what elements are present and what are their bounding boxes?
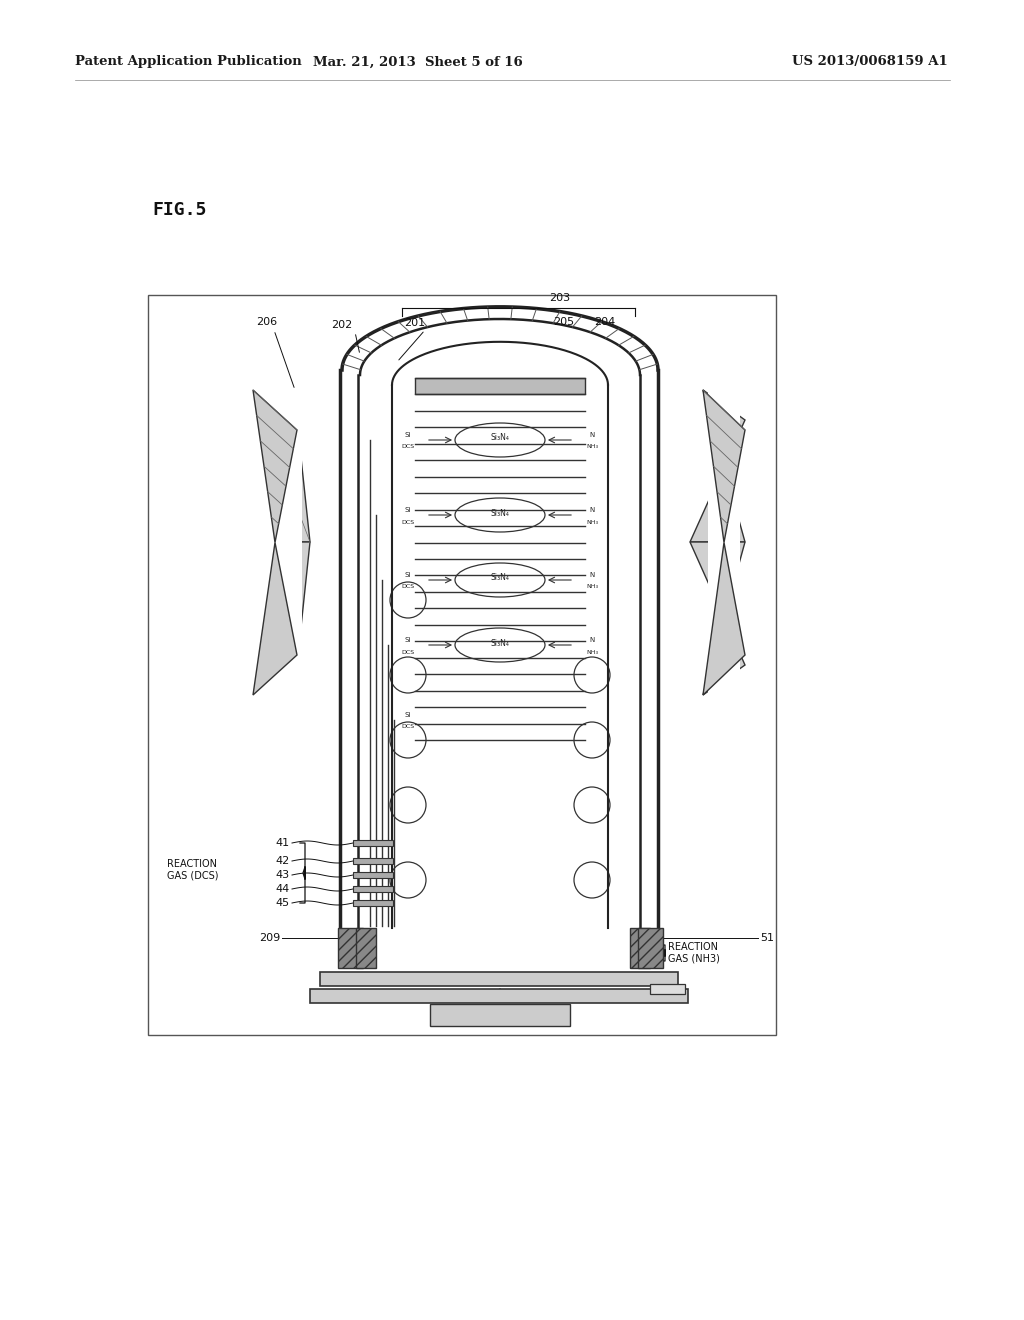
Text: 42: 42 [275,855,290,866]
Text: DCS: DCS [401,649,415,655]
Text: NH₃: NH₃ [586,520,598,524]
Text: 202: 202 [332,319,352,330]
Text: US 2013/0068159 A1: US 2013/0068159 A1 [793,55,948,69]
Polygon shape [690,389,745,543]
Text: Si: Si [404,711,412,718]
Bar [650,983,685,994]
Text: Mar. 21, 2013  Sheet 5 of 16: Mar. 21, 2013 Sheet 5 of 16 [313,55,523,69]
Text: Si₃N₄: Si₃N₄ [490,639,509,648]
Circle shape [390,582,426,618]
Text: 44: 44 [275,884,290,894]
Text: 41: 41 [275,838,290,847]
Polygon shape [253,543,297,696]
Polygon shape [253,543,310,696]
Text: N: N [590,432,595,438]
Bar [353,858,393,865]
Text: Si: Si [404,432,412,438]
Text: 203: 203 [550,293,570,304]
Ellipse shape [455,628,545,663]
Text: Si₃N₄: Si₃N₄ [490,508,509,517]
Bar [430,1005,570,1026]
Polygon shape [708,385,740,700]
Circle shape [390,862,426,898]
Polygon shape [703,543,745,696]
Circle shape [574,722,610,758]
Polygon shape [253,389,310,543]
Text: Si₃N₄: Si₃N₄ [490,433,509,442]
Circle shape [390,657,426,693]
Bar [356,928,376,968]
Text: Si: Si [404,638,412,643]
Text: DCS: DCS [401,585,415,590]
Ellipse shape [455,422,545,457]
Bar [353,873,393,878]
Bar [338,928,362,968]
Ellipse shape [455,498,545,532]
Circle shape [390,787,426,822]
Bar [319,972,678,986]
Text: FIG.5: FIG.5 [152,201,207,219]
Text: DCS: DCS [401,445,415,450]
Text: REACTION
GAS (DCS): REACTION GAS (DCS) [167,859,219,880]
Bar [638,928,663,968]
Text: 50: 50 [648,948,662,958]
Text: 209: 209 [259,933,280,942]
Bar [353,886,393,892]
Ellipse shape [455,564,545,597]
Polygon shape [690,543,745,696]
Text: 201: 201 [404,318,426,327]
Text: N: N [590,638,595,643]
Text: 204: 204 [594,317,615,327]
Text: NH₃: NH₃ [586,445,598,450]
Bar [630,928,650,968]
Circle shape [574,787,610,822]
Text: NH₃: NH₃ [586,649,598,655]
Polygon shape [703,389,745,543]
Text: Si: Si [404,507,412,513]
Text: REACTION
GAS (NH3): REACTION GAS (NH3) [668,942,720,964]
Bar [415,378,585,393]
Text: 45: 45 [275,898,290,908]
Text: Patent Application Publication: Patent Application Publication [75,55,302,69]
Text: 219: 219 [489,995,511,1005]
Text: N: N [590,572,595,578]
Text: NH₃: NH₃ [586,585,598,590]
Text: 206: 206 [256,317,278,327]
Text: N: N [590,507,595,513]
Text: DCS: DCS [401,520,415,524]
Bar [353,900,393,906]
Bar [310,989,688,1003]
Circle shape [574,657,610,693]
Text: DCS: DCS [401,725,415,730]
Polygon shape [253,389,297,543]
Text: 51: 51 [760,933,774,942]
Text: 205: 205 [553,317,574,327]
Polygon shape [248,385,302,700]
Circle shape [390,722,426,758]
Text: Si₃N₄: Si₃N₄ [490,573,509,582]
Circle shape [574,862,610,898]
Text: 43: 43 [275,870,290,880]
Bar [148,294,776,1035]
Bar [353,840,393,846]
Text: Si: Si [404,572,412,578]
